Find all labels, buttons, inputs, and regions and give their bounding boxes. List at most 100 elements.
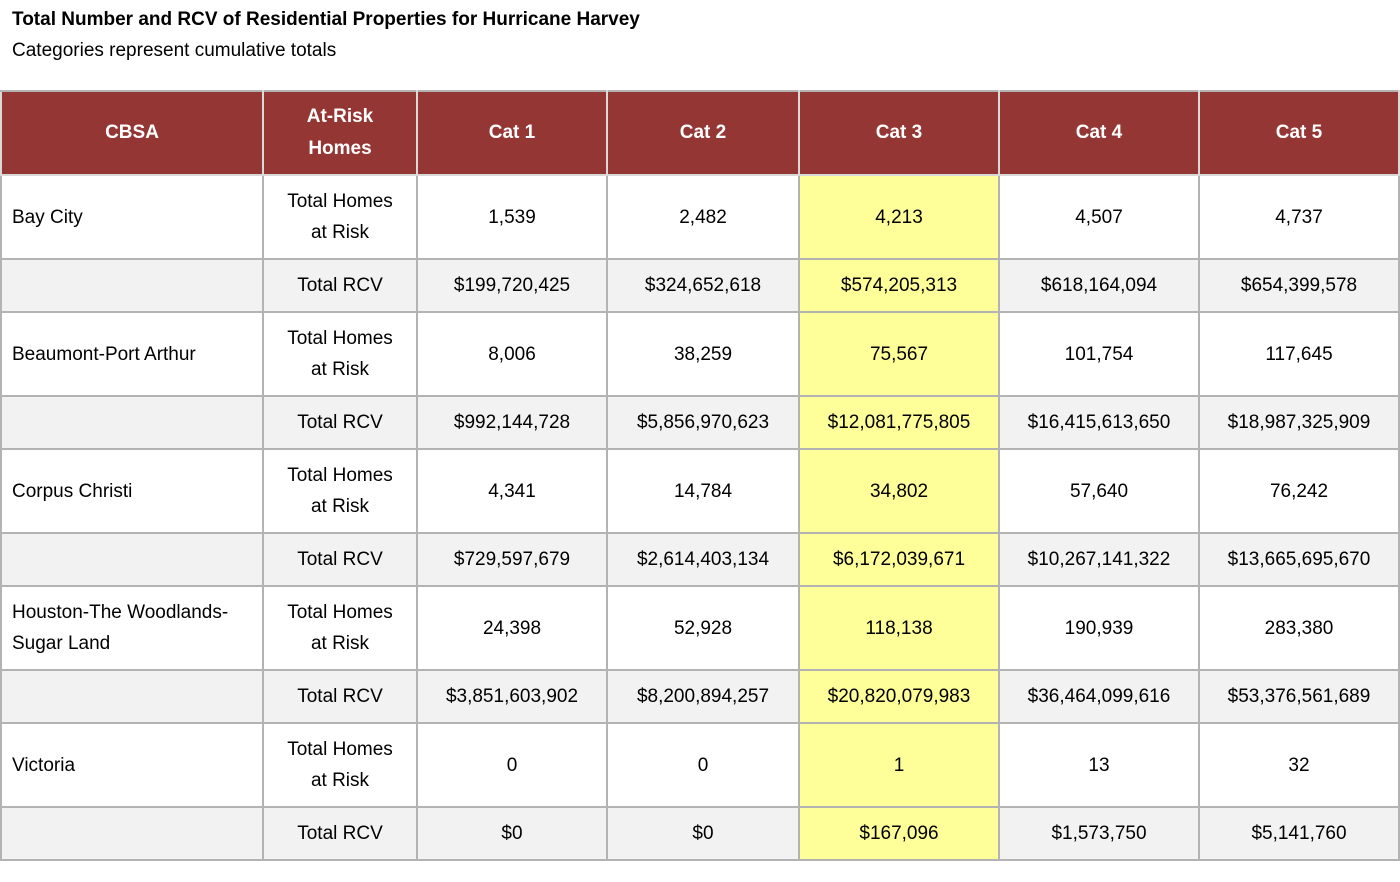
cbsa-name: Corpus Christi (0, 448, 264, 534)
homes-cat5-cell: 32 (1198, 722, 1400, 808)
homes-cat3-cell: 34,802 (798, 448, 1000, 534)
homes-label-line1: Total Homes (287, 465, 393, 486)
homes-cat1-cell: 8,006 (416, 311, 608, 397)
rcv-cat4-cell: $36,464,099,616 (998, 669, 1200, 724)
cbsa-empty-cell (0, 258, 264, 313)
table-row-rcv: Total RCV $729,597,679 $2,614,403,134 $6,17… (0, 532, 1400, 587)
homes-label-line2: at Risk (310, 222, 370, 243)
header-at-risk-line2: Homes (308, 138, 372, 159)
header-at-risk-line1: At-Risk (306, 106, 374, 127)
homes-label-line1: Total Homes (287, 739, 393, 760)
header-cat1: Cat 1 (416, 90, 608, 176)
rcv-label: Total RCV (262, 806, 418, 861)
cbsa-name: Victoria (0, 722, 264, 808)
rcv-cat4-cell: $618,164,094 (998, 258, 1200, 313)
rcv-cat1-cell: $0 (416, 806, 608, 861)
homes-cat5-cell: 283,380 (1198, 585, 1400, 671)
rcv-cat3-cell: $12,081,775,805 (798, 395, 1000, 450)
table-row-homes: Victoria Total Homes at Risk 0 0 1 13 32 (0, 722, 1400, 808)
cbsa-name-line1: Corpus Christi (12, 480, 133, 502)
homes-label: Total Homes at Risk (262, 448, 418, 534)
rcv-label: Total RCV (262, 258, 418, 313)
rcv-cat2-cell: $5,856,970,623 (606, 395, 800, 450)
table-row-homes: Corpus Christi Total Homes at Risk 4,341 14,… (0, 448, 1400, 534)
header-at-risk-homes: At-Risk Homes (262, 90, 418, 176)
homes-label-line1: Total Homes (287, 191, 393, 212)
table-row-homes: Beaumont-Port Arthur Total Homes at Risk 8,… (0, 311, 1400, 397)
rcv-cat3-cell: $574,205,313 (798, 258, 1000, 313)
rcv-cat4-cell: $1,573,750 (998, 806, 1200, 861)
rcv-cat2-cell: $324,652,618 (606, 258, 800, 313)
rcv-cat1-cell: $729,597,679 (416, 532, 608, 587)
homes-cat5-cell: 76,242 (1198, 448, 1400, 534)
rcv-cat5-cell: $53,376,561,689 (1198, 669, 1400, 724)
cbsa-name: Bay City (0, 174, 264, 260)
table-row-homes: Houston-The Woodlands- Sugar Land Total Ho… (0, 585, 1400, 671)
rcv-cat4-cell: $16,415,613,650 (998, 395, 1200, 450)
harvey-properties-table: CBSA At-Risk Homes Cat 1 Cat 2 Cat 3 Cat … (0, 90, 1400, 861)
rcv-cat1-cell: $199,720,425 (416, 258, 608, 313)
homes-cat5-cell: 117,645 (1198, 311, 1400, 397)
homes-cat4-cell: 101,754 (998, 311, 1200, 397)
cbsa-name-line1: Victoria (12, 754, 76, 776)
homes-label: Total Homes at Risk (262, 311, 418, 397)
homes-cat2-cell: 2,482 (606, 174, 800, 260)
header-row: CBSA At-Risk Homes Cat 1 Cat 2 Cat 3 Cat … (0, 90, 1400, 176)
homes-cat2-cell: 14,784 (606, 448, 800, 534)
homes-cat2-cell: 52,928 (606, 585, 800, 671)
cbsa-name-line2: Sugar Land (12, 633, 111, 654)
cbsa-name-line1: Houston-The Woodlands- (12, 602, 229, 623)
homes-cat2-cell: 38,259 (606, 311, 800, 397)
rcv-cat5-cell: $13,665,695,670 (1198, 532, 1400, 587)
table-body: Bay City Total Homes at Risk 1,539 2,482 4,21… (0, 174, 1400, 861)
homes-cat3-cell: 1 (798, 722, 1000, 808)
homes-label-line2: at Risk (310, 633, 370, 654)
table-row-rcv: Total RCV $199,720,425 $324,652,618 $574,20… (0, 258, 1400, 313)
cbsa-name: Beaumont-Port Arthur (0, 311, 264, 397)
homes-cat3-cell: 4,213 (798, 174, 1000, 260)
homes-cat4-cell: 190,939 (998, 585, 1200, 671)
header-cat2: Cat 2 (606, 90, 800, 176)
rcv-cat3-cell: $6,172,039,671 (798, 532, 1000, 587)
rcv-cat3-cell: $20,820,079,983 (798, 669, 1000, 724)
rcv-cat3-cell: $167,096 (798, 806, 1000, 861)
rcv-label: Total RCV (262, 669, 418, 724)
rcv-cat2-cell: $0 (606, 806, 800, 861)
table-subtitle: Categories represent cumulative totals (12, 40, 337, 61)
rcv-label: Total RCV (262, 395, 418, 450)
homes-cat3-cell: 118,138 (798, 585, 1000, 671)
cbsa-empty-cell (0, 806, 264, 861)
rcv-label: Total RCV (262, 532, 418, 587)
cbsa-name: Houston-The Woodlands- Sugar Land (0, 585, 264, 671)
homes-label: Total Homes at Risk (262, 174, 418, 260)
rcv-cat1-cell: $3,851,603,902 (416, 669, 608, 724)
cbsa-empty-cell (0, 532, 264, 587)
rcv-cat2-cell: $8,200,894,257 (606, 669, 800, 724)
header-cat3: Cat 3 (798, 90, 1000, 176)
homes-cat5-cell: 4,737 (1198, 174, 1400, 260)
cbsa-empty-cell (0, 395, 264, 450)
rcv-cat2-cell: $2,614,403,134 (606, 532, 800, 587)
homes-cat1-cell: 24,398 (416, 585, 608, 671)
rcv-cat1-cell: $992,144,728 (416, 395, 608, 450)
homes-cat3-cell: 75,567 (798, 311, 1000, 397)
header-cat4: Cat 4 (998, 90, 1200, 176)
homes-label-line1: Total Homes (287, 602, 393, 623)
cbsa-empty-cell (0, 669, 264, 724)
homes-label: Total Homes at Risk (262, 585, 418, 671)
homes-cat1-cell: 0 (416, 722, 608, 808)
homes-cat4-cell: 57,640 (998, 448, 1200, 534)
table-row-rcv: Total RCV $3,851,603,902 $8,200,894,257 $20… (0, 669, 1400, 724)
homes-label: Total Homes at Risk (262, 722, 418, 808)
homes-cat1-cell: 4,341 (416, 448, 608, 534)
table-row-rcv: Total RCV $992,144,728 $5,856,970,623 $12,0… (0, 395, 1400, 450)
homes-label-line2: at Risk (310, 770, 370, 791)
rcv-cat5-cell: $18,987,325,909 (1198, 395, 1400, 450)
homes-cat1-cell: 1,539 (416, 174, 608, 260)
homes-label-line2: at Risk (310, 496, 370, 517)
homes-label-line2: at Risk (310, 359, 370, 380)
homes-cat2-cell: 0 (606, 722, 800, 808)
header-cbsa: CBSA (0, 90, 264, 176)
homes-cat4-cell: 13 (998, 722, 1200, 808)
homes-cat4-cell: 4,507 (998, 174, 1200, 260)
